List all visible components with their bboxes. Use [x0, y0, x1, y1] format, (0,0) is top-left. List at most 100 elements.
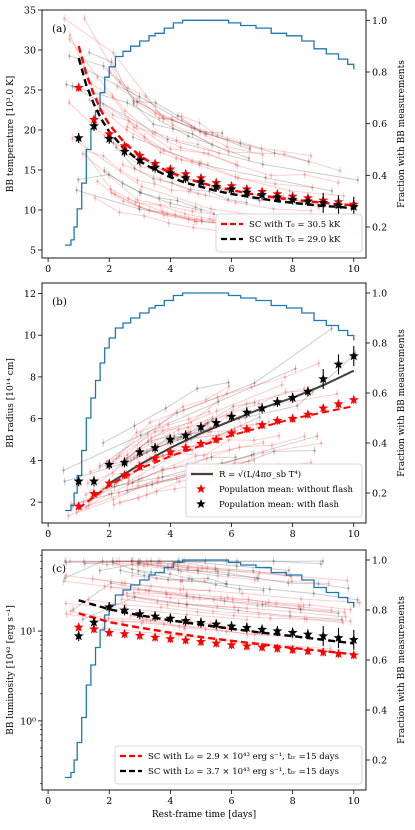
track-point [319, 562, 323, 566]
track-point [167, 221, 171, 225]
track-point [71, 84, 74, 88]
legend-label: R = √(L/4πσ_sb T⁴) [219, 469, 301, 480]
track-point [252, 439, 256, 442]
track-point [216, 134, 219, 138]
track-point [138, 559, 142, 563]
track-point [145, 484, 148, 488]
track-line [119, 560, 216, 571]
mean-star-marker [119, 469, 130, 480]
track-point [255, 422, 259, 426]
track-line [104, 170, 215, 215]
track-point [131, 481, 134, 485]
track-line [109, 71, 218, 137]
track-point [181, 405, 185, 409]
track-point [103, 135, 107, 138]
track-point [179, 435, 183, 439]
mean-star-marker [318, 373, 329, 384]
track-point [129, 614, 132, 617]
track-point [148, 421, 152, 424]
track-point [177, 601, 180, 605]
track-line [116, 86, 341, 172]
track-point [236, 176, 240, 180]
track-point [180, 119, 184, 122]
legend-item-0: R = √(L/4πσ_sb T⁴) [191, 469, 301, 480]
track-point [214, 568, 218, 572]
track-point [130, 559, 133, 563]
track-point [209, 430, 212, 434]
track-point [335, 392, 339, 396]
track-point [110, 60, 113, 64]
track-point [112, 503, 116, 506]
track-point [336, 181, 340, 184]
x-tick-label: 2 [106, 529, 112, 540]
track-point [210, 418, 214, 422]
track-point [258, 199, 261, 202]
track-point [130, 574, 134, 577]
track-point [127, 120, 131, 123]
track-line [126, 402, 255, 459]
track-point [161, 475, 164, 479]
track-line [90, 456, 236, 501]
track-point [236, 609, 240, 612]
track-point [185, 594, 189, 597]
legend-box [185, 463, 363, 518]
track-point [144, 95, 148, 98]
track-point [96, 180, 99, 183]
track-line [124, 391, 313, 461]
track-line [84, 18, 263, 156]
track-point [252, 452, 256, 456]
track-point [62, 469, 65, 472]
track-point [207, 410, 211, 413]
mean-star-marker [165, 446, 176, 457]
y-axis-title: BB radius [10¹⁴ cm] [6, 358, 16, 448]
track-line [69, 34, 220, 154]
mean-star-marker [333, 648, 344, 658]
track-point [199, 209, 203, 212]
track-point [133, 424, 136, 428]
y-tick-label: 35 [24, 6, 36, 17]
track-point [175, 477, 179, 481]
track-point [187, 417, 190, 421]
track-point [134, 201, 137, 204]
track-point [174, 157, 178, 160]
track-point [209, 207, 213, 211]
track-point [211, 416, 215, 419]
mean-star-marker [134, 446, 145, 457]
track-point [169, 147, 172, 151]
panel-label: (a) [52, 23, 66, 35]
track-point [233, 461, 237, 465]
x-tick-label: 0 [45, 796, 51, 807]
mean-star-marker [119, 605, 130, 615]
individual-tracks [62, 557, 362, 653]
mean-star-marker [302, 409, 313, 419]
track-point [255, 576, 259, 580]
mean-star-marker [89, 114, 99, 124]
axes-frame [41, 9, 367, 259]
track-point [136, 562, 140, 566]
track-point [173, 487, 177, 491]
y-tick-label: 10 [24, 206, 36, 217]
track-point [272, 450, 276, 453]
track-point [182, 587, 185, 591]
track-point [245, 402, 248, 406]
track-point [64, 561, 68, 564]
track-point [210, 143, 214, 146]
track-point [105, 563, 109, 566]
track-point [126, 483, 130, 486]
track-point [65, 612, 68, 616]
track-point [149, 436, 153, 440]
track-point [75, 188, 78, 192]
fraction-step-line [64, 292, 355, 512]
track-point [152, 177, 155, 180]
track-point [141, 619, 145, 623]
track-point [158, 204, 162, 207]
track-point [210, 185, 214, 189]
x-tick-label: 6 [228, 264, 234, 275]
y2-tick-label: 0.4 [372, 706, 387, 717]
legend: SC with L₀ = 2.9 × 10⁴³ erg s⁻¹, tₜᵣ =15… [114, 745, 363, 785]
track-point [138, 207, 141, 211]
mean-star-marker [89, 476, 99, 486]
x-tick-label: 8 [290, 796, 296, 807]
track-point [240, 592, 244, 595]
track-point [153, 131, 157, 134]
